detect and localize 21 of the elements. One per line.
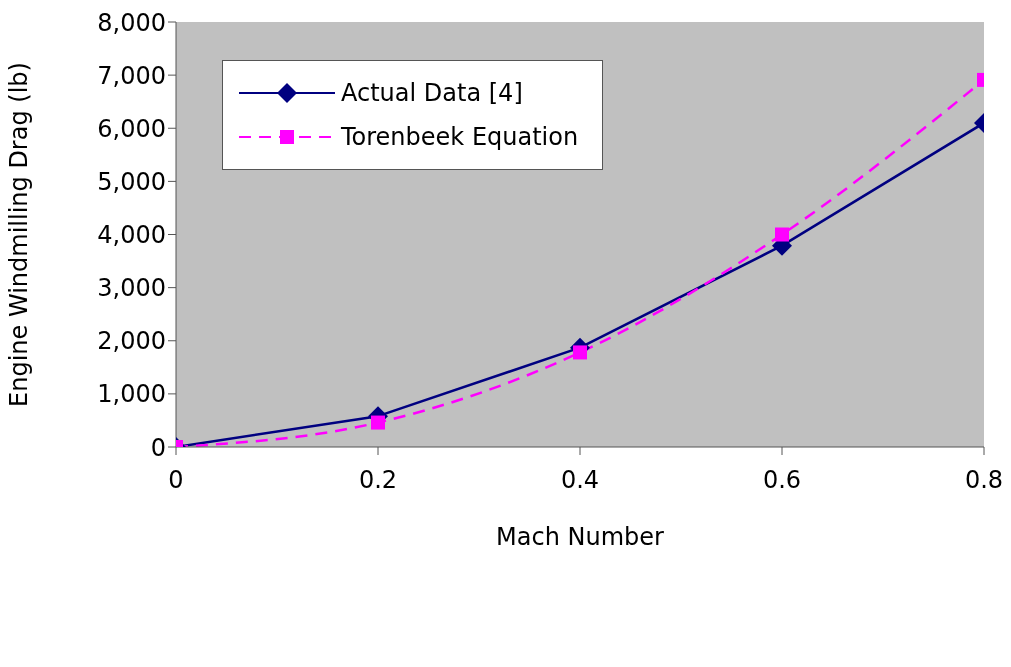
x-axis-title: Mach Number [496,523,665,551]
y-tick-label: 6,000 [97,114,166,143]
y-tick-label: 5,000 [97,167,166,196]
point [573,345,587,360]
y-tick-label: 1,000 [97,380,166,409]
y-tick-label: 8,000 [97,8,166,37]
y-tick-label: 7,000 [97,61,166,90]
legend-label: Actual Data [4] [341,79,523,107]
x-tick-label: 0.8 [964,466,1004,495]
x-tick-label: 0.6 [762,466,802,495]
x-tick-label: 0 [168,466,184,495]
y-tick-label: 4,000 [97,221,166,250]
x-tick-label: 0.2 [358,466,398,495]
legend-label: Torenbeek Equation [341,123,579,151]
point [371,415,385,430]
point [775,227,789,242]
y-tick-label: 2,000 [97,327,166,356]
y-axis-title: Engine Windmilling Drag (lb) [4,62,33,407]
y-tick-label: 3,000 [97,274,166,303]
x-tick-label: 0.4 [560,466,600,495]
y-tick-label: 0 [150,433,166,462]
